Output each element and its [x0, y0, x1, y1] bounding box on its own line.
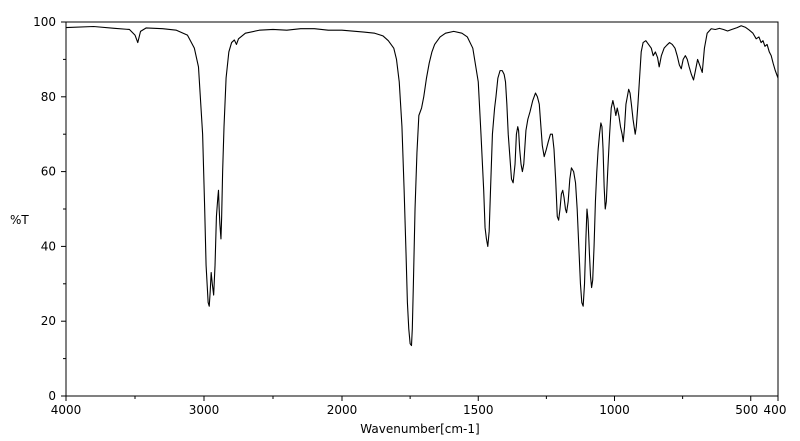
x-tick-label: 2000	[327, 403, 358, 417]
spectrum-line-0	[65, 25, 779, 347]
axes	[65, 21, 779, 397]
y-tick-label: 80	[41, 90, 56, 104]
ticks: 0 20 40 60 80 100 4000 3000 2000 1500 1000 500 400	[33, 15, 786, 417]
x-tick-label: 500	[735, 403, 758, 417]
y-axis-label: %T	[10, 213, 29, 227]
x-tick-label: 1500	[463, 403, 494, 417]
x-axis-label: Wavenumber[cm-1]	[360, 422, 479, 436]
axis-labels: %T Wavenumber[cm-1]	[10, 213, 480, 436]
series	[65, 25, 779, 347]
x-tick-label: 400	[764, 403, 787, 417]
x-tick-label: 3000	[189, 403, 220, 417]
x-tick-label: 1000	[599, 403, 630, 417]
y-tick-label: 100	[33, 15, 56, 29]
x-tick-label: 4000	[51, 403, 82, 417]
y-tick-label: 0	[48, 389, 56, 403]
y-tick-label: 40	[41, 239, 56, 253]
y-tick-label: 60	[41, 165, 56, 179]
y-tick-label: 20	[41, 314, 56, 328]
plot-frame	[65, 21, 779, 397]
